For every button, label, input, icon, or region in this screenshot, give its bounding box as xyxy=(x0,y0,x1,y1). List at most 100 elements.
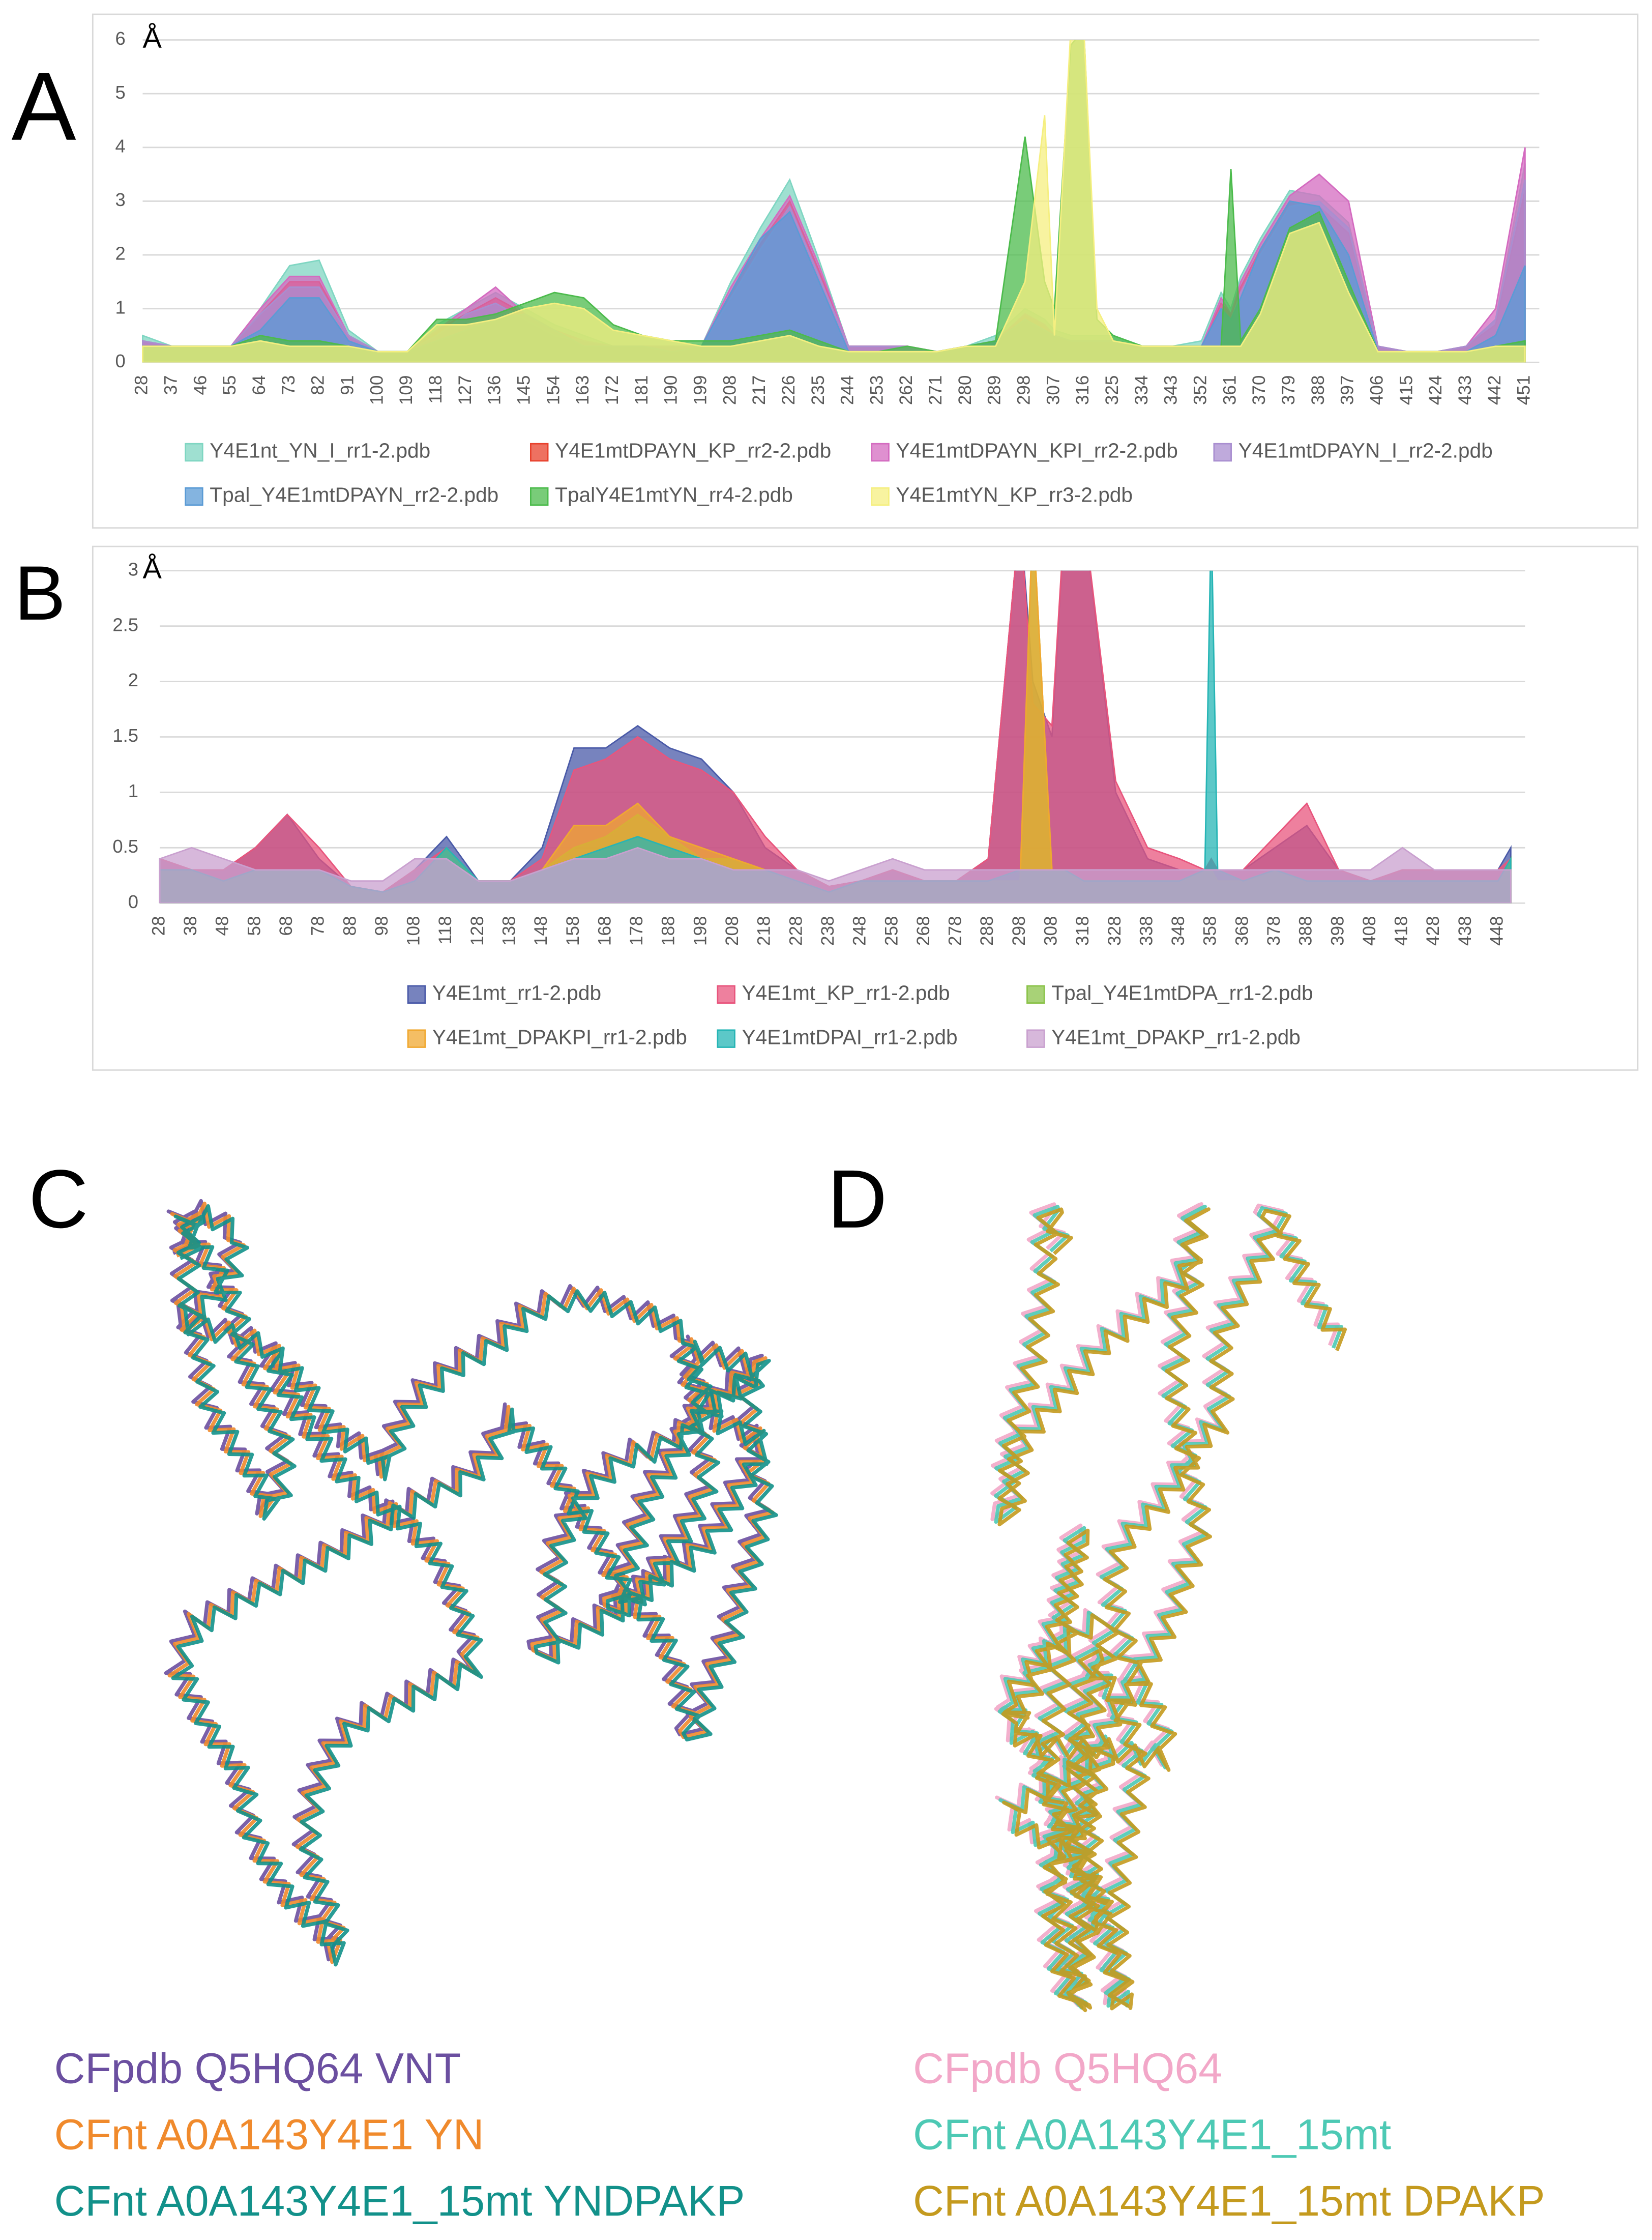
x-tick-label: 154 xyxy=(543,375,563,405)
structure-legend: CFnt A0A143Y4E1_15mt xyxy=(913,2111,1391,2159)
x-tick-label: 370 xyxy=(1249,375,1269,405)
x-tick-label: 73 xyxy=(279,375,299,395)
y-tick-label: 2.5 xyxy=(112,614,138,635)
x-tick-label: 55 xyxy=(220,375,240,395)
x-tick-label: 288 xyxy=(977,916,997,945)
x-tick-label: 98 xyxy=(372,916,392,936)
x-tick-label: 58 xyxy=(244,916,264,936)
x-tick-label: 218 xyxy=(754,916,774,945)
x-tick-label: 280 xyxy=(955,375,975,405)
legend-swatch xyxy=(407,985,426,1004)
x-tick-label: 338 xyxy=(1136,916,1156,945)
x-tick-label: 178 xyxy=(627,916,646,945)
x-tick-label: 228 xyxy=(786,916,806,945)
legend-label: Y4E1mt_DPAKPI_rr1-2.pdb xyxy=(432,1025,687,1049)
panel-label: B xyxy=(14,550,66,636)
x-tick-label: 262 xyxy=(896,375,916,405)
y-tick-label: 1 xyxy=(128,780,138,801)
legend-swatch xyxy=(1026,985,1045,1004)
x-tick-label: 358 xyxy=(1200,916,1220,945)
legend-swatch xyxy=(185,487,203,506)
x-tick-label: 238 xyxy=(818,916,838,945)
x-tick-label: 48 xyxy=(213,916,232,936)
legend-label: Y4E1mt_DPAKP_rr1-2.pdb xyxy=(1051,1025,1301,1049)
x-tick-label: 127 xyxy=(455,375,475,405)
legend-swatch xyxy=(717,985,735,1004)
x-tick-label: 271 xyxy=(926,375,946,405)
y-tick-label: 2 xyxy=(128,670,138,690)
chart-frame xyxy=(92,13,1639,529)
x-tick-label: 198 xyxy=(690,916,710,945)
x-tick-label: 268 xyxy=(913,916,933,945)
y-tick-label: 5 xyxy=(115,82,126,103)
x-tick-label: 128 xyxy=(467,916,487,945)
x-tick-label: 418 xyxy=(1392,916,1411,945)
x-tick-label: 451 xyxy=(1514,375,1534,405)
x-tick-label: 406 xyxy=(1367,375,1386,405)
x-tick-label: 226 xyxy=(779,375,799,405)
x-tick-label: 91 xyxy=(338,375,358,395)
y-tick-label: 0 xyxy=(115,351,126,371)
area-series xyxy=(159,847,1512,904)
legend-label: Y4E1mtDPAI_rr1-2.pdb xyxy=(742,1025,958,1049)
x-tick-label: 172 xyxy=(602,375,622,405)
x-tick-label: 289 xyxy=(985,375,1005,405)
legend-label: Tpal_Y4E1mtDPA_rr1-2.pdb xyxy=(1051,981,1313,1004)
x-tick-label: 145 xyxy=(514,375,534,405)
legend-swatch xyxy=(717,1029,735,1048)
x-tick-label: 208 xyxy=(722,916,742,945)
x-tick-label: 118 xyxy=(435,916,455,944)
y-unit-label: Å xyxy=(142,21,162,53)
legend-label: Y4E1mtDPAYN_I_rr2-2.pdb xyxy=(1238,439,1493,462)
y-tick-label: 2 xyxy=(115,243,126,264)
x-tick-label: 136 xyxy=(485,375,505,405)
chart-frame xyxy=(92,545,1639,1071)
structure-legend: CFnt A0A143Y4E1_15mt DPAKP xyxy=(913,2177,1545,2225)
x-tick-label: 318 xyxy=(1073,916,1093,945)
x-tick-label: 388 xyxy=(1296,916,1316,945)
structure-legend: CFpdb Q5HQ64 VNT xyxy=(54,2044,461,2092)
legend-swatch xyxy=(407,1029,426,1048)
x-tick-label: 433 xyxy=(1455,375,1475,405)
legend-label: Y4E1mtYN_KP_rr3-2.pdb xyxy=(896,483,1133,507)
x-tick-label: 378 xyxy=(1264,916,1284,945)
y-tick-label: 4 xyxy=(115,135,126,156)
x-tick-label: 108 xyxy=(404,916,424,945)
x-tick-label: 334 xyxy=(1132,375,1152,405)
y-tick-label: 0 xyxy=(128,891,138,912)
x-tick-label: 64 xyxy=(249,375,269,395)
x-tick-label: 37 xyxy=(161,375,181,395)
x-tick-label: 343 xyxy=(1161,375,1181,405)
structure-trace xyxy=(990,1202,1340,2008)
structure-trace xyxy=(171,1204,778,1967)
x-tick-label: 442 xyxy=(1485,375,1504,405)
x-tick-label: 100 xyxy=(367,375,387,405)
x-tick-label: 448 xyxy=(1487,916,1507,945)
legend-label: Tpal_Y4E1mtDPAYN_rr2-2.pdb xyxy=(210,483,498,507)
x-tick-label: 46 xyxy=(190,375,210,395)
x-tick-label: 88 xyxy=(340,916,360,936)
x-tick-label: 235 xyxy=(808,375,828,405)
x-tick-label: 244 xyxy=(838,375,858,405)
x-tick-label: 208 xyxy=(720,375,740,405)
y-tick-label: 6 xyxy=(115,28,126,49)
x-tick-label: 298 xyxy=(1014,375,1034,405)
x-tick-label: 253 xyxy=(867,375,887,405)
y-tick-label: 1 xyxy=(115,297,126,317)
x-tick-label: 325 xyxy=(1102,375,1122,405)
x-tick-label: 368 xyxy=(1232,916,1252,945)
structure-legend: CFpdb Q5HQ64 xyxy=(913,2044,1222,2092)
y-tick-label: 3 xyxy=(128,559,138,579)
x-tick-label: 78 xyxy=(308,916,328,936)
panel-label: C xyxy=(28,1153,88,1245)
legend-label: Y4E1mtDPAYN_KP_rr2-2.pdb xyxy=(555,439,831,462)
legend-label: Y4E1mt_rr1-2.pdb xyxy=(432,981,601,1004)
x-tick-label: 308 xyxy=(1041,916,1060,945)
x-tick-label: 278 xyxy=(946,916,965,945)
legend-swatch xyxy=(529,487,549,506)
panel-label: D xyxy=(828,1153,887,1245)
x-tick-label: 181 xyxy=(632,375,652,405)
x-tick-label: 28 xyxy=(132,375,152,395)
legend-swatch xyxy=(871,443,890,462)
